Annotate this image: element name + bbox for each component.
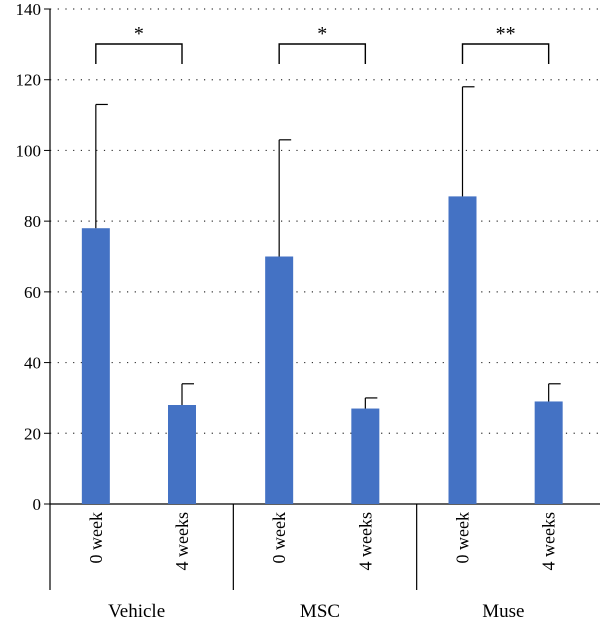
category-label: 0 week [86,512,106,563]
bar [81,228,110,504]
y-tick-label: 60 [24,283,41,302]
y-tick-label: 140 [16,0,42,19]
bars [81,43,563,504]
y-tick-label: 100 [16,141,42,160]
grid-lines [50,8,600,434]
significance-bracket [461,43,550,64]
significance-label: ** [496,23,516,45]
significance-label: * [134,23,144,45]
y-tick-label: 40 [24,354,41,373]
y-tick-label: 80 [24,212,41,231]
category-label: 4 weeks [539,512,559,570]
y-tick-label: 20 [24,424,41,443]
labels: 0 20 40 60 80 100 120 140 0 week 4 weeks * Vehicle 0… [16,0,559,619]
significance-bracket [95,43,183,64]
group-label: Muse [482,601,524,619]
bar [448,196,477,504]
y-tick-label: 120 [16,71,42,90]
bar [265,256,294,504]
group-label: MSC [300,601,340,619]
bar [351,408,380,504]
y-tick-label: 0 [33,495,42,514]
category-label: 4 weeks [172,512,192,570]
bar [534,401,563,504]
group-label: Vehicle [108,601,165,619]
category-label: 0 week [269,512,289,563]
category-label: 0 week [453,512,473,563]
axes [44,8,600,590]
bar [168,405,196,504]
significance-label: * [317,23,327,45]
category-label: 4 weeks [355,512,375,570]
significance-bracket [278,43,367,64]
